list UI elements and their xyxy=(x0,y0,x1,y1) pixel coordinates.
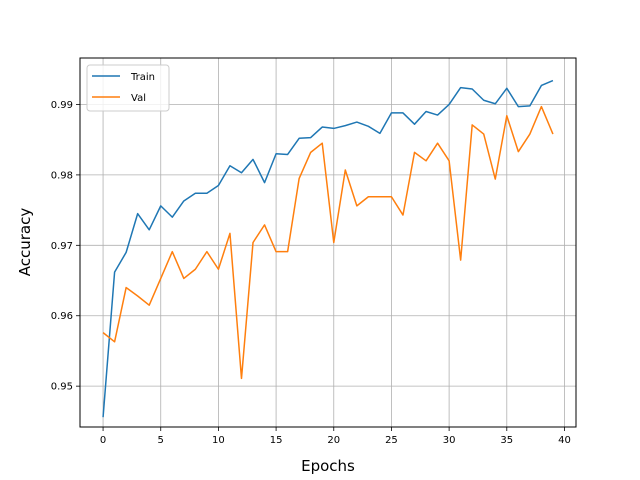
x-tick-label: 40 xyxy=(558,435,571,446)
x-tick-label: 20 xyxy=(327,435,340,446)
legend: Train Val xyxy=(86,64,170,112)
series-lines xyxy=(102,79,554,418)
x-axis-ticks: 0 5 10 15 20 25 30 35 40 xyxy=(100,427,571,446)
y-tick-label: 0.96 xyxy=(51,311,73,322)
y-tick-label: 0.99 xyxy=(51,100,73,111)
legend-label-val: Val xyxy=(131,93,146,104)
plot-frame xyxy=(79,57,577,428)
series-line-val xyxy=(102,105,554,380)
x-tick-label: 15 xyxy=(270,435,283,446)
series-line-train xyxy=(102,79,554,418)
x-tick-label: 35 xyxy=(500,435,513,446)
x-tick-label: 25 xyxy=(385,435,398,446)
x-tick-label: 10 xyxy=(212,435,225,446)
y-tick-label: 0.98 xyxy=(51,170,73,181)
x-tick-label: 0 xyxy=(100,435,106,446)
legend-label-train: Train xyxy=(130,72,155,83)
y-axis-title: Accuracy xyxy=(16,208,34,277)
x-axis-title: Epochs xyxy=(301,457,355,475)
y-tick-label: 0.95 xyxy=(51,382,73,393)
x-tick-label: 5 xyxy=(158,435,164,446)
y-axis-ticks: 0.95 0.96 0.97 0.98 0.99 xyxy=(51,100,80,393)
x-tick-label: 30 xyxy=(443,435,456,446)
legend-box xyxy=(86,64,170,112)
y-tick-label: 0.97 xyxy=(51,241,73,252)
